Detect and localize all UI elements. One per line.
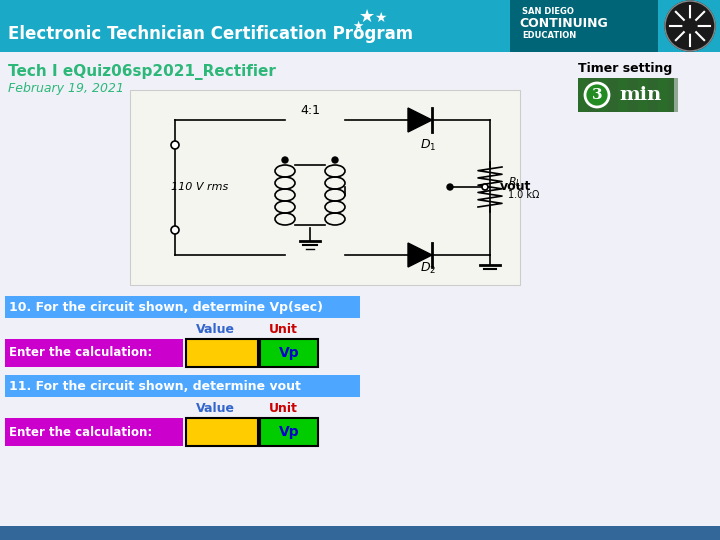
Text: $D_1$: $D_1$ — [420, 138, 436, 153]
Text: Value: Value — [196, 402, 235, 415]
Text: Tech I eQuiz06sp2021_Rectifier: Tech I eQuiz06sp2021_Rectifier — [8, 64, 276, 80]
Bar — [668, 78, 678, 112]
Bar — [0, 0, 720, 52]
Bar — [5, 418, 183, 446]
Bar — [578, 78, 674, 112]
Text: February 19, 2021: February 19, 2021 — [8, 82, 124, 95]
Text: CONTINUING: CONTINUING — [519, 17, 608, 30]
Bar — [186, 339, 258, 367]
Bar — [5, 339, 183, 367]
Bar — [260, 418, 318, 446]
Circle shape — [171, 141, 179, 149]
Text: Electronic Technician Certification Program: Electronic Technician Certification Prog… — [8, 25, 413, 43]
Text: 4:1: 4:1 — [300, 104, 320, 117]
Text: EDUCATION: EDUCATION — [522, 31, 576, 40]
Text: Unit: Unit — [269, 323, 297, 336]
Text: Timer setting: Timer setting — [578, 62, 672, 75]
Bar — [658, 78, 668, 112]
Text: min: min — [620, 86, 662, 104]
Text: 1.0 kΩ: 1.0 kΩ — [508, 190, 539, 200]
Text: ★: ★ — [374, 11, 386, 25]
Text: ★: ★ — [352, 20, 364, 33]
Bar — [638, 78, 648, 112]
Text: Enter the calculation:: Enter the calculation: — [9, 347, 152, 360]
Bar — [628, 78, 638, 112]
Text: Unit: Unit — [269, 402, 297, 415]
Text: SAN DIEGO: SAN DIEGO — [522, 7, 574, 16]
Text: Enter the calculation:: Enter the calculation: — [9, 426, 152, 438]
Bar — [5, 296, 360, 318]
Circle shape — [332, 157, 338, 163]
Bar — [608, 78, 618, 112]
Bar — [186, 418, 258, 446]
Bar — [578, 78, 588, 112]
Bar — [0, 526, 720, 540]
Bar — [510, 0, 658, 52]
Circle shape — [683, 19, 697, 33]
Text: ★: ★ — [359, 8, 375, 26]
Text: Value: Value — [196, 323, 235, 336]
Circle shape — [585, 83, 609, 107]
Bar — [648, 78, 658, 112]
Text: 110 V rms: 110 V rms — [171, 182, 229, 192]
Bar — [130, 90, 520, 285]
Text: 3: 3 — [592, 88, 603, 102]
Circle shape — [447, 184, 453, 190]
Bar — [5, 375, 360, 397]
Circle shape — [665, 1, 715, 51]
Text: vout: vout — [500, 180, 531, 193]
Bar — [618, 78, 628, 112]
Text: 11. For the circuit shown, determine vout: 11. For the circuit shown, determine vou… — [9, 380, 301, 393]
Circle shape — [171, 226, 179, 234]
Text: Vp: Vp — [279, 425, 300, 439]
Bar — [260, 339, 318, 367]
Text: $D_2$: $D_2$ — [420, 261, 436, 276]
Polygon shape — [408, 243, 432, 267]
Bar — [598, 78, 608, 112]
Text: Vp: Vp — [279, 346, 300, 360]
Circle shape — [282, 157, 288, 163]
Bar — [588, 78, 598, 112]
Text: 10. For the circuit shown, determine Vp(sec): 10. For the circuit shown, determine Vp(… — [9, 300, 323, 314]
Circle shape — [482, 184, 488, 190]
Text: $R_L$: $R_L$ — [508, 175, 521, 189]
Polygon shape — [408, 108, 432, 132]
